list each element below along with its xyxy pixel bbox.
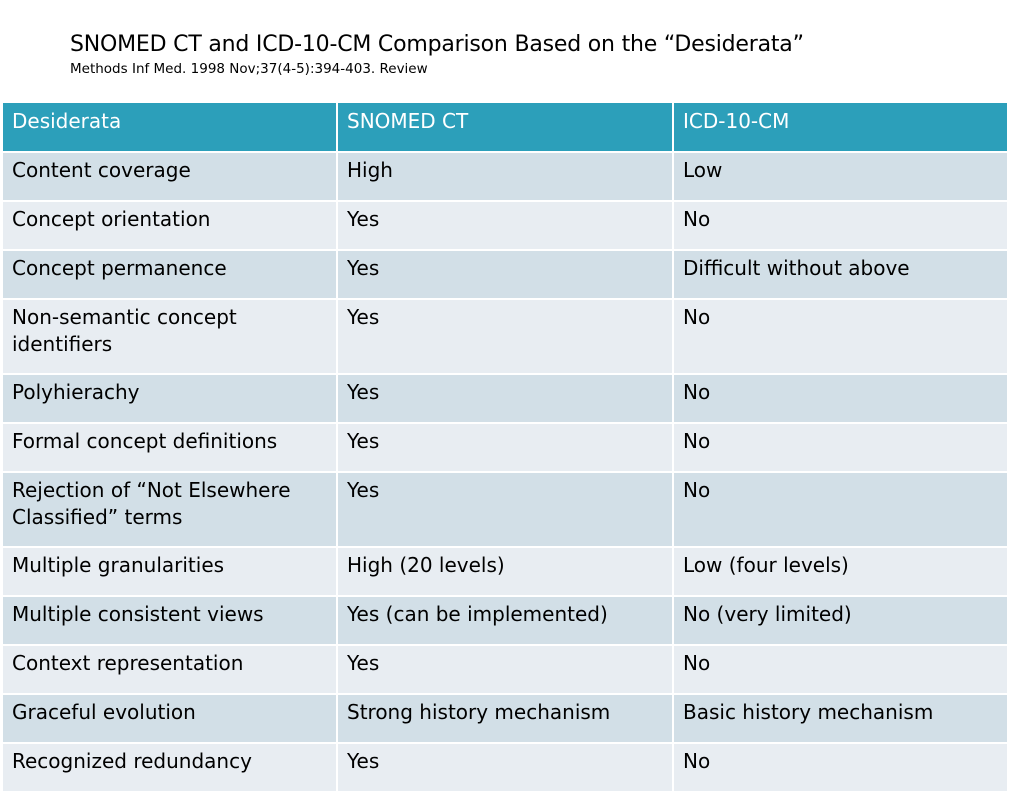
snomed-cell: Yes xyxy=(336,373,674,424)
desiderata-cell: Multiple granularities xyxy=(1,546,338,597)
table-row: Rejection of “Not Elsewhere Classified” … xyxy=(1,471,1009,548)
snomed-cell: High (20 levels) xyxy=(336,546,674,597)
header-icd-10-cm: ICD-10-CM xyxy=(672,101,1009,153)
icd-cell: No xyxy=(672,298,1009,375)
icd-cell: No xyxy=(672,471,1009,548)
desiderata-cell: Concept orientation xyxy=(1,200,338,251)
snomed-cell: High xyxy=(336,151,674,202)
snomed-cell: Yes xyxy=(336,422,674,473)
desiderata-cell: Polyhierachy xyxy=(1,373,338,424)
desiderata-cell: Formal concept definitions xyxy=(1,422,338,473)
desiderata-cell: Content coverage xyxy=(1,151,338,202)
table-row: Non-semantic concept identifiers Yes No xyxy=(1,298,1009,375)
snomed-cell: Strong history mechanism xyxy=(336,693,674,744)
icd-cell: Basic history mechanism xyxy=(672,693,1009,744)
icd-cell: Low (four levels) xyxy=(672,546,1009,597)
icd-cell: Difficult without above xyxy=(672,249,1009,300)
icd-cell: No xyxy=(672,373,1009,424)
snomed-cell: Yes (can be implemented) xyxy=(336,595,674,646)
desiderata-cell: Rejection of “Not Elsewhere Classified” … xyxy=(1,471,338,548)
desiderata-cell: Concept permanence xyxy=(1,249,338,300)
desiderata-cell: Non-semantic concept identifiers xyxy=(1,298,338,375)
snomed-cell: Yes xyxy=(336,644,674,695)
header-snomed-ct: SNOMED CT xyxy=(336,101,674,153)
table-row: Concept permanence Yes Difficult without… xyxy=(1,249,1009,300)
icd-cell: No xyxy=(672,200,1009,251)
table-row: Formal concept definitions Yes No xyxy=(1,422,1009,473)
desiderata-cell: Multiple consistent views xyxy=(1,595,338,646)
icd-cell: No (very limited) xyxy=(672,595,1009,646)
table-row: Polyhierachy Yes No xyxy=(1,373,1009,424)
header-desiderata: Desiderata xyxy=(1,101,338,153)
snomed-cell: Yes xyxy=(336,200,674,251)
table-row: Multiple consistent views Yes (can be im… xyxy=(1,595,1009,646)
icd-cell: No xyxy=(672,422,1009,473)
snomed-cell: Yes xyxy=(336,298,674,375)
table-row: Content coverage High Low xyxy=(1,151,1009,202)
icd-cell: No xyxy=(672,644,1009,695)
table-row: Context representation Yes No xyxy=(1,644,1009,695)
table-row: Concept orientation Yes No xyxy=(1,200,1009,251)
desiderata-cell: Graceful evolution xyxy=(1,693,338,744)
icd-cell: Low xyxy=(672,151,1009,202)
comparison-table: Desiderata SNOMED CT ICD-10-CM Content c… xyxy=(1,101,1009,793)
snomed-cell: Yes xyxy=(336,249,674,300)
slide-header: SNOMED CT and ICD-10-CM Comparison Based… xyxy=(70,30,1010,78)
desiderata-cell: Context representation xyxy=(1,644,338,695)
table-row: Multiple granularities High (20 levels) … xyxy=(1,546,1009,597)
slide-subtitle: Methods Inf Med. 1998 Nov;37(4-5):394-40… xyxy=(70,61,428,77)
slide-title: SNOMED CT and ICD-10-CM Comparison Based… xyxy=(70,32,804,57)
snomed-cell: Yes xyxy=(336,471,674,548)
table-header-row: Desiderata SNOMED CT ICD-10-CM xyxy=(1,101,1009,153)
table-row: Graceful evolution Strong history mechan… xyxy=(1,693,1009,744)
